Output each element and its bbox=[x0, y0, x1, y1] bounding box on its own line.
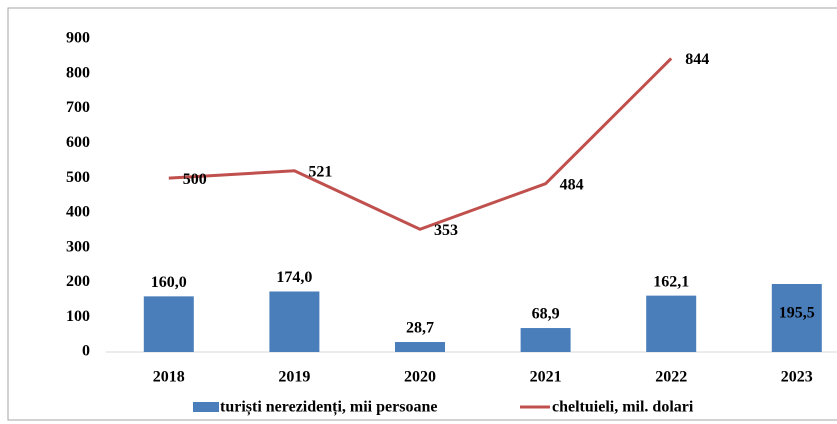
y-tick-label: 800 bbox=[66, 64, 90, 81]
bar-label: 160,0 bbox=[151, 274, 187, 291]
bar bbox=[395, 342, 445, 352]
bar-label: 174,0 bbox=[276, 269, 312, 286]
x-tick-label: 2020 bbox=[404, 369, 436, 386]
chart-frame bbox=[7, 7, 837, 421]
x-tick-label: 2023 bbox=[781, 369, 813, 386]
bar-label: 68,9 bbox=[532, 306, 560, 323]
line bbox=[168, 57, 673, 231]
y-tick-label: 400 bbox=[66, 204, 90, 221]
x-tick-label: 2018 bbox=[153, 369, 185, 386]
line-label: 500 bbox=[183, 171, 207, 188]
line-label: 844 bbox=[685, 51, 709, 68]
bar bbox=[143, 296, 194, 352]
y-tick-label: 900 bbox=[66, 30, 90, 47]
bar-label: 162,1 bbox=[653, 273, 689, 290]
line-label: 353 bbox=[434, 222, 458, 239]
bar-label: 28,7 bbox=[406, 320, 434, 337]
y-tick-label: 700 bbox=[66, 99, 90, 116]
legend-label: cheltuieli, mil. dolari bbox=[552, 399, 694, 416]
legend-swatch bbox=[193, 402, 219, 412]
y-tick-label: 500 bbox=[66, 169, 90, 186]
line-label: 484 bbox=[560, 176, 584, 193]
bar-label: 195,5 bbox=[779, 305, 815, 322]
line-label: 521 bbox=[308, 163, 332, 180]
bar bbox=[520, 328, 571, 352]
x-tick-label: 2022 bbox=[655, 369, 687, 386]
x-tick-label: 2019 bbox=[278, 369, 310, 386]
bar bbox=[771, 284, 822, 352]
y-tick-label: 200 bbox=[66, 273, 90, 290]
y-tick-label: 100 bbox=[66, 308, 90, 325]
legend-label: turiști nerezidenți, mii persoane bbox=[220, 399, 437, 417]
bar bbox=[646, 295, 697, 352]
y-tick-label: 0 bbox=[82, 343, 90, 360]
x-tick-label: 2021 bbox=[530, 369, 562, 386]
y-tick-label: 300 bbox=[66, 238, 90, 255]
bar bbox=[269, 291, 320, 352]
y-tick-label: 600 bbox=[66, 134, 90, 151]
